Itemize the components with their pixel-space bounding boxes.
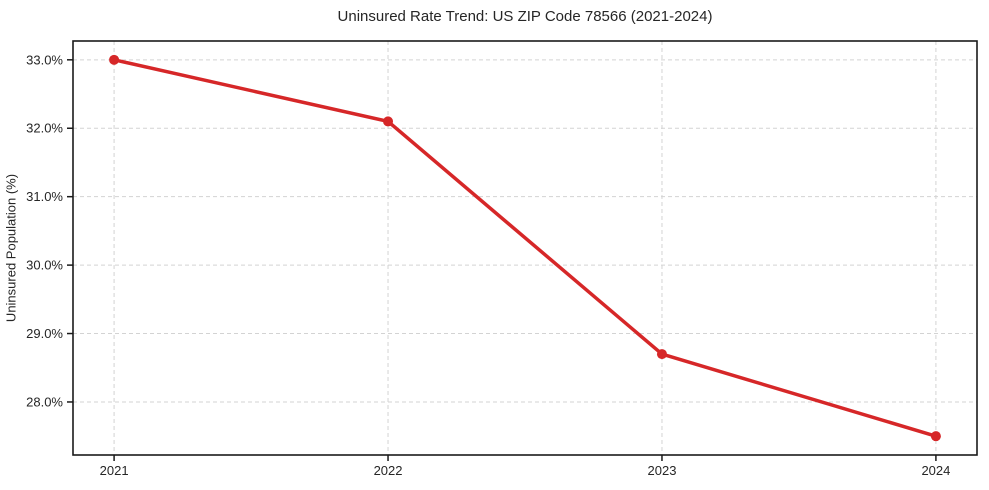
data-point-marker bbox=[109, 54, 120, 65]
y-tick-label: 31.0% bbox=[26, 189, 63, 204]
x-tick-label: 2023 bbox=[648, 463, 677, 478]
data-point-marker bbox=[656, 349, 667, 360]
y-tick-label: 29.0% bbox=[26, 326, 63, 341]
chart-title: Uninsured Rate Trend: US ZIP Code 78566 … bbox=[337, 8, 713, 25]
y-tick-label: 30.0% bbox=[26, 258, 63, 273]
x-tick-label: 2022 bbox=[374, 463, 403, 478]
y-tick-label: 33.0% bbox=[26, 52, 63, 67]
x-tick-label: 2021 bbox=[100, 463, 129, 478]
data-point-marker bbox=[383, 116, 394, 127]
plot-border bbox=[72, 40, 978, 456]
data-point-marker bbox=[930, 431, 941, 442]
trend-line bbox=[112, 58, 938, 438]
y-tick-label: 32.0% bbox=[26, 121, 63, 136]
y-tick-label: 28.0% bbox=[26, 394, 63, 409]
x-tick-label: 2024 bbox=[921, 463, 950, 478]
